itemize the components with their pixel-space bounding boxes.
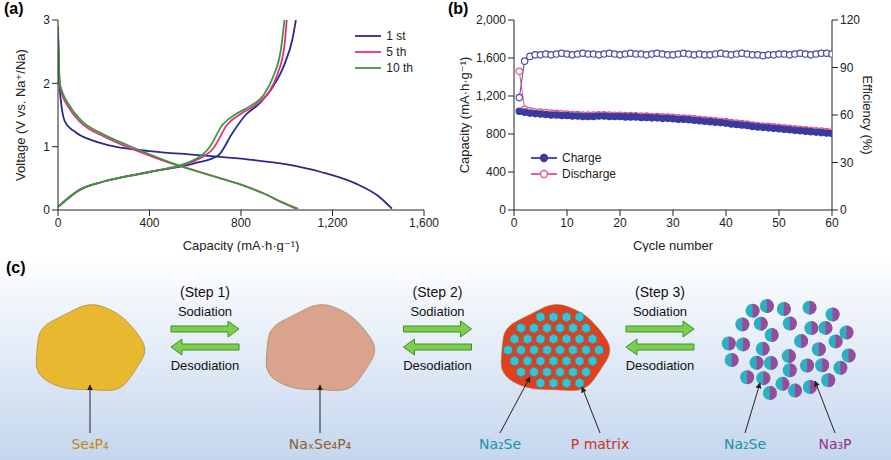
svg-text:0: 0: [511, 216, 518, 230]
svg-text:120: 120: [840, 13, 860, 27]
svg-text:50: 50: [772, 216, 786, 230]
svg-text:Voltage (V vs. Na⁺/Na): Voltage (V vs. Na⁺/Na): [13, 49, 28, 181]
svg-text:2: 2: [43, 77, 50, 91]
svg-text:NaₓSe₄P₄: NaₓSe₄P₄: [289, 436, 352, 452]
svg-text:30: 30: [840, 156, 854, 170]
svg-text:400: 400: [139, 216, 159, 230]
svg-text:60: 60: [840, 108, 854, 122]
svg-text:Cycle number: Cycle number: [633, 238, 714, 252]
svg-text:Na₃P: Na₃P: [818, 436, 851, 452]
svg-text:Desodiation: Desodiation: [626, 358, 695, 373]
svg-text:40: 40: [719, 216, 733, 230]
svg-text:Sodiation: Sodiation: [410, 304, 464, 319]
svg-text:800: 800: [231, 216, 251, 230]
svg-text:2,000: 2,000: [476, 13, 506, 27]
html-text:5 th: 5 th: [386, 45, 407, 59]
svg-text:1,200: 1,200: [476, 89, 506, 103]
html-text:(a): (a): [4, 0, 24, 17]
svg-text:0: 0: [55, 216, 62, 230]
svg-text:0: 0: [43, 203, 50, 217]
svg-text:1,600: 1,600: [476, 51, 506, 65]
svg-text:60: 60: [825, 216, 839, 230]
svg-text:(Step 1): (Step 1): [180, 284, 230, 300]
svg-text:0: 0: [499, 203, 506, 217]
svg-text:Na₂Se: Na₂Se: [724, 436, 766, 452]
svg-text:400: 400: [486, 165, 506, 179]
html-text:(b): (b): [448, 0, 469, 17]
svg-text:(Step 3): (Step 3): [635, 284, 685, 300]
html-text:1 st: 1 st: [386, 29, 406, 43]
svg-text:800: 800: [486, 127, 506, 141]
html-text:Discharge: Discharge: [562, 167, 616, 181]
svg-text:1,200: 1,200: [317, 216, 347, 230]
svg-text:90: 90: [840, 61, 854, 75]
svg-text:Capacity (mA·h·g⁻¹): Capacity (mA·h·g⁻¹): [457, 57, 472, 174]
svg-text:Desodiation: Desodiation: [403, 358, 472, 373]
svg-text:Sodiation: Sodiation: [178, 304, 232, 319]
html-text:Charge: Charge: [562, 151, 602, 165]
svg-text:1,600: 1,600: [409, 216, 439, 230]
svg-text:Se₄P₄: Se₄P₄: [71, 436, 109, 452]
svg-text:0: 0: [840, 203, 847, 217]
svg-text:Capacity (mA·h·g⁻¹): Capacity (mA·h·g⁻¹): [183, 238, 300, 252]
svg-text:P matrix: P matrix: [571, 436, 630, 452]
svg-text:1: 1: [43, 140, 50, 154]
svg-text:3: 3: [43, 13, 50, 27]
svg-text:30: 30: [666, 216, 680, 230]
svg-text:Efficiency (%): Efficiency (%): [860, 75, 875, 154]
svg-text:Desodiation: Desodiation: [171, 358, 240, 373]
svg-text:(c): (c): [6, 259, 26, 276]
html-text:10 th: 10 th: [386, 61, 413, 75]
svg-text:10: 10: [560, 216, 574, 230]
svg-text:Na₂Se: Na₂Se: [479, 436, 521, 452]
svg-text:(Step 2): (Step 2): [413, 284, 463, 300]
svg-text:Sodiation: Sodiation: [633, 304, 687, 319]
svg-text:20: 20: [613, 216, 627, 230]
